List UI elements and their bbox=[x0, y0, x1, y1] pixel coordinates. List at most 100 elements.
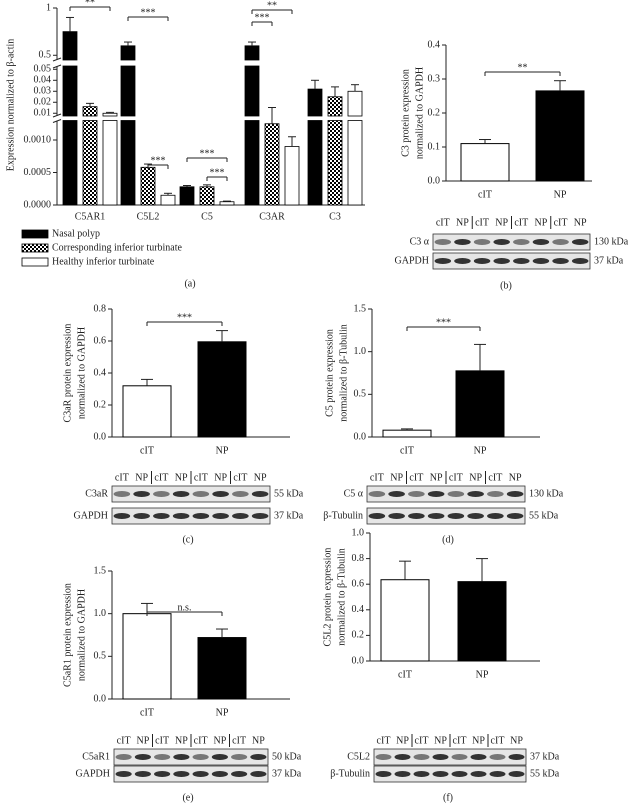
y-tick-label: 0.05 bbox=[34, 64, 52, 75]
bar bbox=[460, 143, 510, 182]
bar bbox=[120, 120, 136, 206]
blot-strip bbox=[373, 765, 527, 783]
blot-size-label: 55 kDa bbox=[530, 768, 560, 779]
x-tick-label: NP bbox=[554, 189, 567, 200]
blot-band bbox=[571, 239, 589, 245]
legend-label: Healthy inferior turbinate bbox=[52, 256, 155, 267]
blot-band bbox=[375, 754, 392, 760]
blot-band bbox=[153, 513, 170, 519]
significance-label: *** bbox=[210, 167, 225, 178]
bar bbox=[120, 45, 136, 61]
blot-band bbox=[192, 513, 210, 519]
bar bbox=[82, 120, 98, 206]
x-tick-label: cIT bbox=[398, 669, 412, 680]
x-tick-label: NP bbox=[474, 445, 487, 456]
y-tick-label: 0.0000 bbox=[24, 199, 52, 210]
lane-label: cIT bbox=[409, 472, 423, 483]
y-axis-title: normalized to β-Tubulin bbox=[336, 548, 347, 646]
axis-break bbox=[52, 119, 62, 123]
lane-label: NP bbox=[396, 735, 409, 746]
lane-label: cIT bbox=[554, 217, 568, 228]
bar bbox=[244, 120, 260, 206]
blot-size-label: 130 kDa bbox=[529, 488, 564, 499]
y-axis-title: C5 protein expression bbox=[324, 329, 335, 417]
bar bbox=[347, 120, 363, 206]
blot-strip bbox=[366, 485, 526, 503]
blot-size-label: 37 kDa bbox=[272, 768, 302, 779]
bar bbox=[307, 120, 323, 206]
blot-row-label: C5L2 bbox=[347, 751, 370, 762]
y-tick-label: 1.0 bbox=[352, 527, 365, 538]
blot-band bbox=[394, 771, 411, 777]
blot-band bbox=[153, 491, 170, 497]
legend-swatch bbox=[21, 257, 49, 267]
blot-band bbox=[154, 754, 171, 760]
legend-label: Nasal polyp bbox=[52, 228, 100, 239]
bar bbox=[382, 429, 432, 438]
blot-band bbox=[388, 513, 405, 519]
lane-label: NP bbox=[213, 735, 226, 746]
legend-swatch bbox=[21, 229, 49, 239]
blot-band bbox=[134, 754, 151, 760]
blot-row-label: GAPDH bbox=[76, 768, 110, 779]
x-tick-label: cIT bbox=[478, 189, 492, 200]
blot-row-label: β-Tubulin bbox=[330, 768, 370, 779]
axis-break bbox=[52, 113, 62, 118]
blot-band bbox=[232, 513, 249, 519]
lane-label: NP bbox=[175, 735, 188, 746]
blot-band bbox=[173, 754, 190, 760]
blot-size-label: 130 kDa bbox=[594, 236, 629, 247]
y-axis-title: normalized to GAPDH bbox=[414, 67, 425, 159]
y-tick-label: 0.0 bbox=[428, 175, 441, 186]
blot-band bbox=[508, 754, 525, 760]
significance-label: ** bbox=[518, 62, 528, 73]
blot-band bbox=[408, 491, 425, 497]
blot-band bbox=[192, 754, 209, 760]
significance-label: *** bbox=[200, 148, 215, 159]
y-tick-label: 1.5 bbox=[94, 565, 107, 576]
blot-band bbox=[447, 491, 465, 497]
bar bbox=[307, 88, 323, 117]
blot-band bbox=[172, 491, 190, 497]
blot-band bbox=[513, 258, 530, 264]
axis-break bbox=[52, 64, 62, 69]
blot-band bbox=[454, 239, 471, 245]
lane-label: NP bbox=[535, 217, 548, 228]
y-tick-label: 0.01 bbox=[34, 108, 52, 119]
bar bbox=[455, 370, 505, 438]
blot-size-label: 55 kDa bbox=[529, 510, 559, 521]
lane-label: cIT bbox=[233, 472, 247, 483]
blot-row-label: β-Tubulin bbox=[323, 510, 363, 521]
blot-band bbox=[113, 513, 131, 519]
blot-band bbox=[251, 491, 269, 497]
blot-size-label: 55 kDa bbox=[274, 488, 304, 499]
blot-band bbox=[487, 491, 504, 497]
blot-row-label: C3aR bbox=[85, 488, 108, 499]
bar bbox=[122, 613, 172, 700]
blot-band bbox=[250, 754, 267, 760]
blot-strip bbox=[373, 748, 527, 766]
y-axis-title: C5L2 protein expression bbox=[322, 548, 333, 647]
bar bbox=[62, 120, 78, 206]
significance-label: ** bbox=[267, 0, 277, 11]
blot-band bbox=[571, 258, 589, 264]
y-tick-label: 0.5 bbox=[94, 651, 107, 662]
lane-label: cIT bbox=[155, 735, 169, 746]
lane-label: cIT bbox=[194, 735, 208, 746]
blot-row-label: C5 α bbox=[344, 488, 364, 499]
y-tick-label: 0.4 bbox=[352, 604, 365, 615]
blot-band bbox=[493, 239, 510, 245]
y-tick-label: 0.0 bbox=[94, 693, 107, 704]
blot-band bbox=[212, 513, 229, 519]
lane-label: NP bbox=[434, 735, 447, 746]
significance-label: *** bbox=[436, 317, 451, 328]
blot-strip bbox=[432, 233, 591, 251]
blot-band bbox=[451, 771, 468, 777]
panel-label: (e) bbox=[182, 792, 193, 803]
blot-band bbox=[375, 771, 392, 777]
y-tick-label: 0.0 bbox=[352, 655, 365, 666]
x-tick-label: C3AR bbox=[259, 211, 285, 222]
y-tick-label: 0.02 bbox=[34, 97, 52, 108]
y-axis-title: C5aR1 protein expression bbox=[62, 583, 73, 687]
